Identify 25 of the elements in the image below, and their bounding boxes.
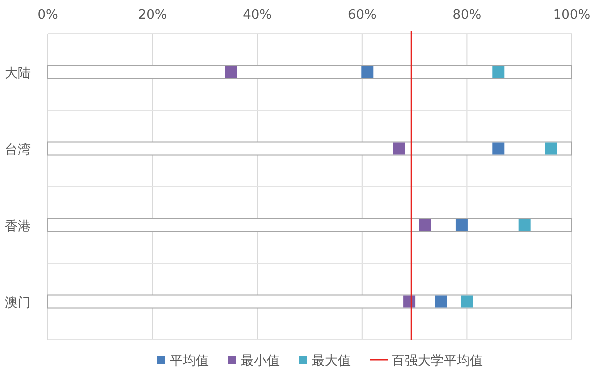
point xyxy=(362,66,374,78)
y-tick-label: 澳门 xyxy=(5,294,31,311)
x-tick-label: 0% xyxy=(38,8,58,23)
point xyxy=(545,142,558,155)
y-tick-label: 台湾 xyxy=(5,142,31,158)
point xyxy=(393,142,406,155)
y-tick-label: 大陆 xyxy=(5,66,31,82)
x-tick-label: 40% xyxy=(243,8,272,23)
legend-label: 平均值 xyxy=(170,354,209,369)
legend-label: 最大值 xyxy=(312,354,351,369)
x-tick-label: 20% xyxy=(138,8,168,23)
x-tick-label: 60% xyxy=(348,8,377,23)
x-tick-label: 100% xyxy=(553,8,591,23)
legend-label: 百强大学平均值 xyxy=(392,354,483,369)
point xyxy=(492,142,505,155)
point xyxy=(225,66,238,78)
point xyxy=(435,296,447,308)
point xyxy=(518,219,531,232)
point xyxy=(461,296,474,308)
y-tick-label: 香港 xyxy=(5,219,31,234)
point xyxy=(456,219,468,232)
point xyxy=(419,219,432,232)
legend-label: 最小值 xyxy=(241,354,280,369)
point xyxy=(492,66,505,78)
x-tick-label: 80% xyxy=(452,8,482,23)
